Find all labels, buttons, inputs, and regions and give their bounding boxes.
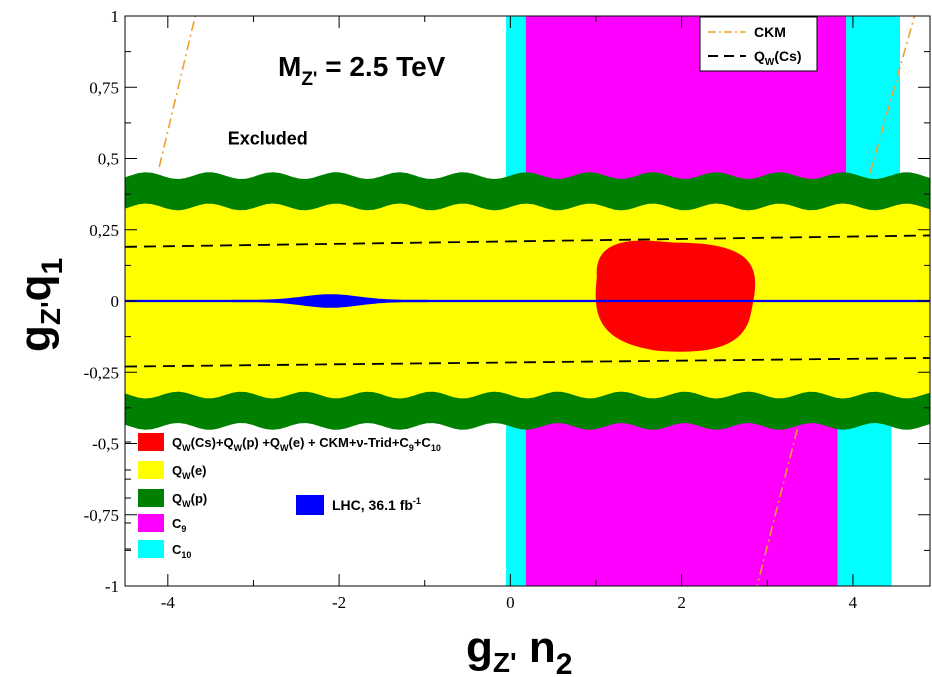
lhc-band [125,294,930,308]
y-tick-label-7: -0,75 [84,506,119,525]
legend-swatch-lhc [296,495,324,515]
titles: MZ' = 2.5 TeV gZ' n2 gZ'q1 [11,51,572,677]
x-tick-label-2: 0 [506,593,515,612]
legend-swatch-combined [138,433,164,451]
x-tick-label-1: -2 [332,593,346,612]
legend-top-label-1: QW(Cs) [754,48,802,68]
y-tick-label-3: 0,25 [89,221,119,240]
y-tick-label-2: 0,5 [98,150,119,169]
series-line-0-0 [158,16,197,168]
series-line-0-1 [869,16,916,173]
legend-label-C9: C9 [172,516,186,534]
chart-title: MZ' = 2.5 TeV [278,51,446,90]
y-tick-label-5: -0,25 [84,363,119,382]
y-axis-label: gZ'q1 [11,258,69,352]
legend-swatch-Qw_e [138,461,164,479]
x-axis-label: gZ' n2 [466,623,572,677]
legend-label-Qw_p: QW(p) [172,491,207,509]
legends: CKM QW(Cs) QW(Cs)+QW(p) +QW(e) + CKM+ν-Tri… [125,16,818,560]
series-line-1-1 [125,357,930,368]
legend-top-label-0: CKM [754,24,786,40]
legend-label-lhc: LHC, 36.1 fb-1 [332,496,421,513]
legend-top-box [699,16,818,72]
x-tick-label-4: 4 [849,593,858,612]
y-tick-label-1: 0,75 [89,78,119,97]
axes: -4 -2 0 2 4 1 0,75 0,5 0,25 0 -0,25 -0,5 -0,75 -1 [84,7,930,612]
x-tick-label-3: 2 [677,593,686,612]
legend-label-C10: C10 [172,542,191,560]
y-tick-label-0: 1 [111,7,120,26]
legend-swatch-Qw_p [138,489,164,507]
legend-label-combined: QW(Cs)+QW(p) +QW(e) + CKM+ν-Trid+C9+C10 [172,435,441,453]
y-tick-label-4: 0 [111,292,120,311]
y-tick-label-8: -1 [105,577,119,596]
combined-allowed-region [595,240,756,352]
annotation-0: Excluded [228,128,308,148]
series-line-1-0 [125,234,930,248]
y-tick-label-6: -0,5 [92,435,119,454]
legend-swatch-C10 [138,540,164,558]
plot-area: Excluded [125,16,930,586]
legend-label-Qw_e: QW(e) [172,463,207,481]
x-tick-label-0: -4 [161,593,176,612]
series-line-0-2 [756,429,799,586]
legend-swatch-C9 [138,514,164,532]
